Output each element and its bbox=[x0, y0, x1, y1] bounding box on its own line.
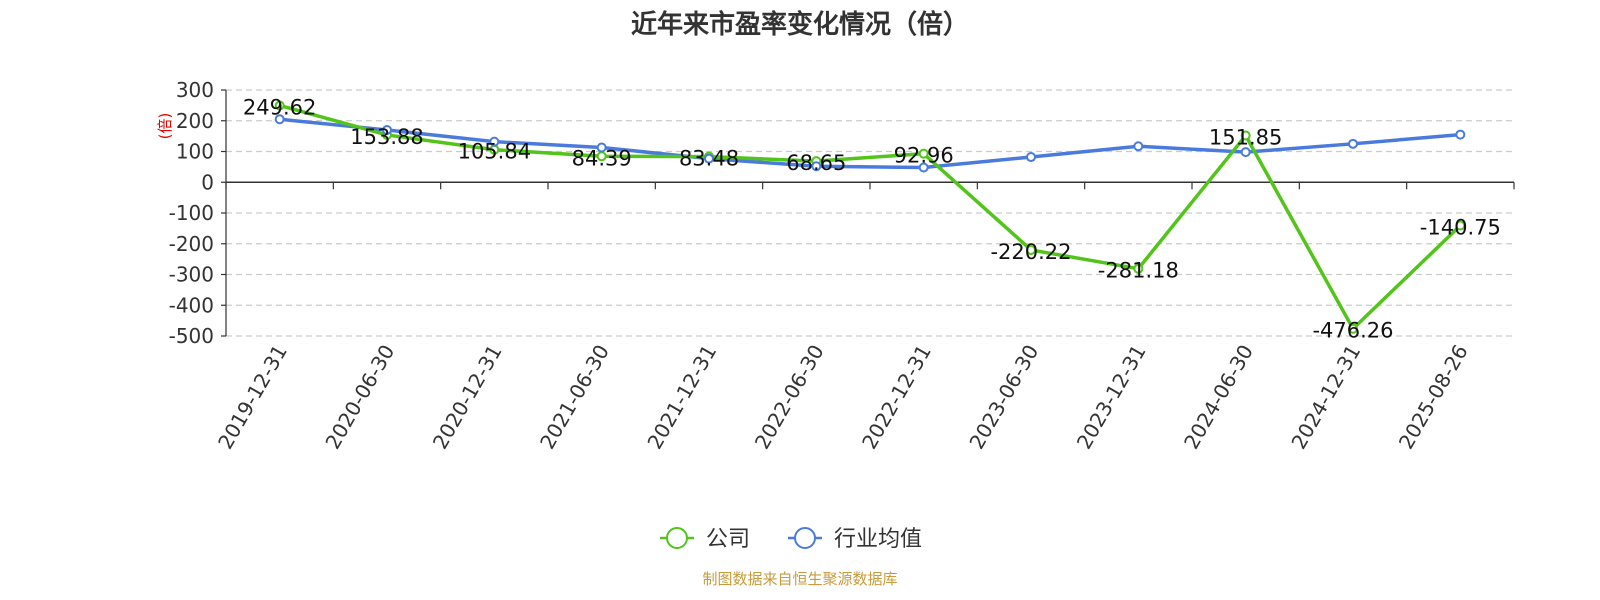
data-point[interactable] bbox=[1455, 129, 1466, 140]
y-tick-label: 300 bbox=[176, 78, 214, 102]
data-label: 249.62 bbox=[243, 95, 316, 119]
data-point[interactable] bbox=[1026, 244, 1036, 255]
data-label: 153.88 bbox=[350, 125, 423, 149]
x-tick-label: 2021-12-31 bbox=[642, 341, 721, 454]
data-label: -140.75 bbox=[1420, 216, 1501, 240]
y-tick-label: 100 bbox=[176, 140, 214, 164]
y-tick-label: -300 bbox=[169, 263, 214, 287]
x-tick-labels: 2019-12-31 2020-06-30 2020-12-31 2021-06-30… bbox=[213, 341, 1473, 454]
data-point[interactable] bbox=[382, 124, 392, 135]
legend-marker bbox=[794, 527, 816, 549]
x-tick-label: 2020-06-30 bbox=[320, 341, 399, 454]
data-label: 83.48 bbox=[679, 147, 739, 171]
source-footer: 制图数据来自恒生聚源数据库 bbox=[702, 570, 897, 588]
data-point[interactable] bbox=[918, 162, 929, 173]
data-point[interactable] bbox=[1240, 130, 1251, 141]
legend-label: 行业均值 bbox=[834, 527, 922, 552]
y-tick-labels: 300 200 100 0 -100 -200 -300 -400 -500 bbox=[169, 78, 214, 348]
legend-item[interactable]: 行业均值 bbox=[788, 527, 922, 552]
data-point[interactable] bbox=[274, 114, 285, 125]
legend[interactable]: 公司 行业均值 bbox=[660, 527, 922, 552]
data-point[interactable] bbox=[489, 136, 500, 147]
data-point[interactable] bbox=[1455, 220, 1466, 231]
series-line bbox=[279, 103, 1462, 331]
series-lines bbox=[274, 100, 1466, 334]
x-tick-label: 2022-12-31 bbox=[857, 341, 936, 454]
x-tick-label: 2025-08-26 bbox=[1394, 341, 1473, 454]
data-point[interactable] bbox=[1240, 147, 1251, 158]
x-tick-label: 2021-06-30 bbox=[535, 341, 614, 454]
data-point[interactable] bbox=[1348, 138, 1358, 149]
data-label: 92.96 bbox=[894, 144, 954, 168]
y-tick-label: -400 bbox=[169, 293, 214, 317]
data-label: 151.85 bbox=[1209, 126, 1282, 150]
data-point[interactable] bbox=[1133, 263, 1144, 274]
data-point[interactable] bbox=[918, 148, 929, 159]
data-labels: 249.62 153.88 105.84 84.39 83.48 68.65 92.96 -2… bbox=[243, 95, 1501, 342]
data-label: 68.65 bbox=[786, 151, 846, 175]
y-tick-label: -500 bbox=[169, 324, 214, 348]
data-point[interactable] bbox=[596, 142, 607, 153]
series-line bbox=[279, 117, 1461, 170]
y-tick-label: 200 bbox=[176, 109, 214, 133]
x-tick-label: 2020-12-31 bbox=[428, 341, 507, 454]
chart-title: 近年来市盈率变化情况（倍） bbox=[631, 9, 969, 40]
x-tick-label: 2023-12-31 bbox=[1072, 341, 1151, 454]
data-point[interactable] bbox=[704, 153, 714, 164]
x-tick-label: 2023-06-30 bbox=[964, 341, 1043, 454]
data-point[interactable] bbox=[274, 100, 285, 111]
x-tick-label: 2024-12-31 bbox=[1286, 341, 1365, 454]
grid-lines bbox=[226, 89, 1514, 337]
x-tick-label: 2024-06-30 bbox=[1179, 341, 1258, 454]
data-point[interactable] bbox=[1026, 152, 1036, 163]
data-label: 105.84 bbox=[458, 140, 531, 164]
axes bbox=[221, 89, 1515, 337]
data-label: -220.22 bbox=[990, 240, 1071, 264]
data-label: -281.18 bbox=[1098, 259, 1179, 283]
y-tick-label: -200 bbox=[169, 232, 214, 256]
x-tick-label: 2022-06-30 bbox=[750, 341, 829, 454]
legend-label: 公司 bbox=[706, 527, 750, 552]
data-point[interactable] bbox=[1348, 323, 1358, 334]
data-label: 84.39 bbox=[572, 146, 632, 170]
data-point[interactable] bbox=[811, 161, 822, 172]
legend-marker bbox=[666, 527, 688, 549]
x-tick-label: 2019-12-31 bbox=[213, 341, 292, 454]
y-tick-label: 0 bbox=[201, 170, 214, 194]
legend-item[interactable]: 公司 bbox=[660, 527, 750, 552]
y-axis-label: (倍) bbox=[156, 113, 174, 140]
data-label: -476.26 bbox=[1312, 319, 1393, 343]
y-tick-label: -100 bbox=[169, 201, 214, 225]
data-point[interactable] bbox=[1133, 141, 1144, 152]
